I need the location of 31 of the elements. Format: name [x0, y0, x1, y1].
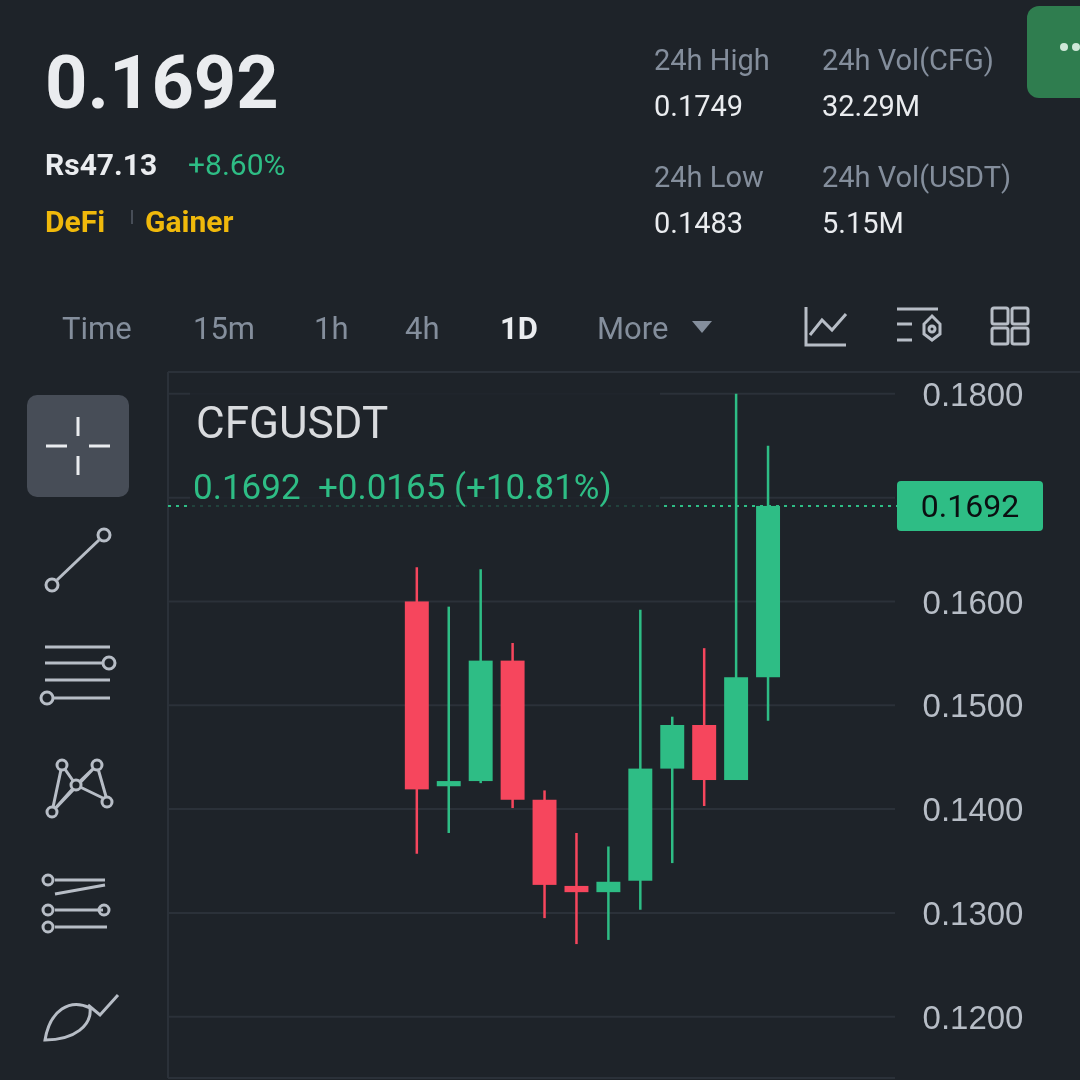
- text: More: [597, 310, 669, 347]
- y-tick-label: 0.1600: [922, 583, 1024, 621]
- annotation: CFGUSDT: [196, 397, 389, 449]
- text: 1h: [314, 310, 349, 347]
- text: 0.1749: [654, 89, 744, 123]
- text: 15m: [193, 310, 256, 347]
- candlestick: [596, 845, 621, 942]
- y-tick-label: 0.1400: [922, 791, 1024, 829]
- text: 5.15M: [822, 206, 904, 240]
- y-tick-label: 0.1800: [922, 375, 1024, 413]
- text: 1D: [500, 310, 538, 347]
- text: 0.1483: [654, 206, 744, 240]
- candlestick: [564, 831, 589, 946]
- text: 24h High: [654, 43, 770, 77]
- chart-title: 0.1692: [45, 39, 279, 126]
- annotation: 0.1692 +0.0165 (+10.81%): [193, 467, 612, 508]
- text: 24h Vol(USDT): [822, 160, 1012, 194]
- text: 24h Vol(CFG): [822, 43, 994, 77]
- y-tick-label: 0.1200: [922, 998, 1024, 1036]
- text: Time: [62, 310, 132, 347]
- y-tick-label: 0.1300: [922, 894, 1024, 932]
- candlestick: [436, 605, 461, 835]
- y-tick-label: 0.1500: [922, 687, 1024, 725]
- ref-line-label: 0.1692: [920, 487, 1020, 526]
- chart-subtitle: Rs47.13: [45, 147, 158, 182]
- text: +8.60%: [188, 147, 286, 182]
- text: DeFi: [45, 204, 106, 239]
- text: 24h Low: [654, 160, 764, 194]
- text: 32.29M: [822, 89, 921, 123]
- text: 4h: [405, 310, 440, 347]
- text: Gainer: [145, 204, 234, 239]
